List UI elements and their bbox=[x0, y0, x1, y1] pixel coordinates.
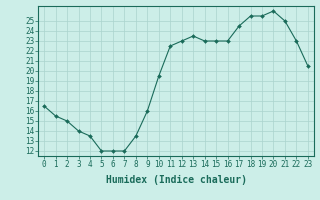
X-axis label: Humidex (Indice chaleur): Humidex (Indice chaleur) bbox=[106, 175, 246, 185]
